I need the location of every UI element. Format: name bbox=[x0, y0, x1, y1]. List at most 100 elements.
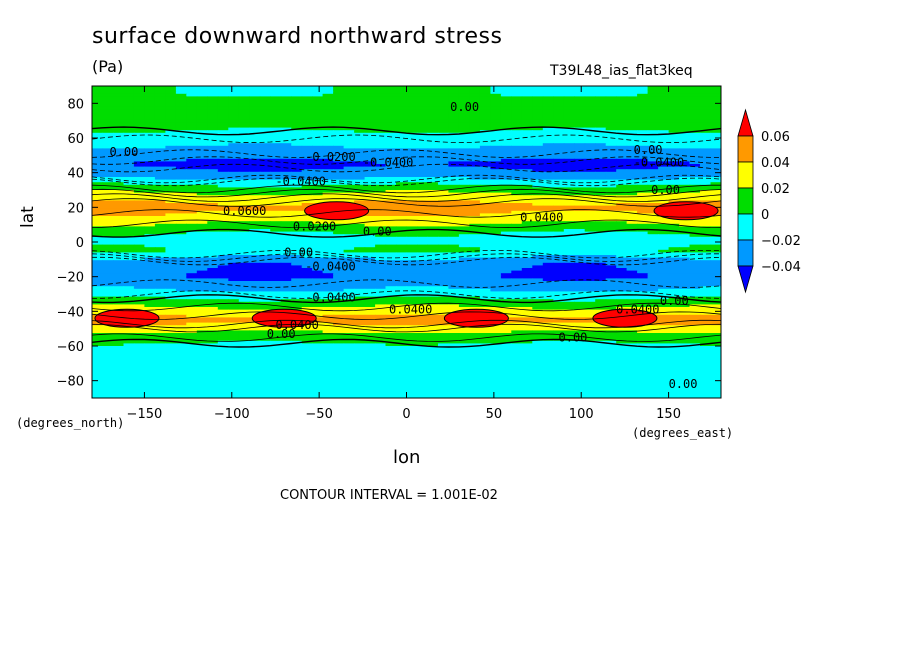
contour-cell bbox=[710, 109, 721, 113]
contour-cell bbox=[469, 239, 481, 243]
contour-cell bbox=[228, 273, 240, 277]
contour-cell bbox=[406, 184, 418, 188]
contour-cell bbox=[427, 145, 439, 149]
contour-cell bbox=[312, 275, 324, 279]
contour-cell bbox=[249, 273, 261, 277]
contour-cell bbox=[563, 291, 575, 295]
contour-cell bbox=[301, 273, 313, 277]
contour-cell bbox=[133, 174, 145, 178]
contour-cell bbox=[605, 296, 617, 300]
contour-cell bbox=[595, 112, 607, 116]
contour-cell bbox=[595, 234, 607, 238]
contour-cell bbox=[689, 161, 701, 165]
contour-cell bbox=[479, 200, 491, 204]
contour-cell bbox=[417, 174, 429, 178]
contour-cell bbox=[385, 86, 397, 90]
contour-cell bbox=[186, 231, 198, 235]
contour-cell bbox=[92, 275, 104, 279]
contour-cell bbox=[458, 143, 470, 147]
contour-cell bbox=[500, 169, 512, 173]
contour-cell bbox=[584, 104, 596, 108]
contour-cell bbox=[668, 91, 680, 95]
contour-cell bbox=[647, 213, 659, 217]
contour-cell bbox=[595, 161, 607, 165]
contour-cell bbox=[563, 164, 575, 168]
contour-cell bbox=[291, 109, 303, 113]
contour-cell bbox=[333, 99, 345, 103]
contour-cell bbox=[458, 265, 470, 269]
contour-cell bbox=[270, 86, 282, 90]
contour-cell bbox=[186, 192, 198, 196]
contour-cell bbox=[511, 143, 523, 147]
contour-cell bbox=[385, 216, 397, 220]
contour-cell bbox=[154, 236, 166, 240]
contour-cell bbox=[92, 166, 104, 170]
contour-cell bbox=[280, 145, 292, 149]
contour-cell bbox=[228, 236, 240, 240]
contour-cell bbox=[679, 125, 691, 129]
contour-cell bbox=[553, 101, 565, 105]
contour-cell bbox=[647, 299, 659, 303]
contour-cell bbox=[133, 244, 145, 248]
contour-cell bbox=[689, 291, 701, 295]
contour-cell bbox=[123, 106, 135, 110]
contour-cell bbox=[207, 140, 219, 144]
contour-cell bbox=[354, 195, 366, 199]
contour-cell bbox=[521, 101, 533, 105]
contour-cell bbox=[647, 166, 659, 170]
contour-cell bbox=[584, 130, 596, 134]
contour-cell bbox=[175, 229, 187, 233]
contour-cell bbox=[521, 171, 533, 175]
contour-cell bbox=[511, 151, 523, 155]
contour-cell bbox=[270, 101, 282, 105]
contour-cell bbox=[563, 156, 575, 160]
contour-cell bbox=[343, 96, 355, 100]
contour-cell bbox=[417, 184, 429, 188]
contour-cell bbox=[238, 265, 250, 269]
contour-cell bbox=[196, 213, 208, 217]
contour-cell bbox=[406, 239, 418, 243]
contour-cell bbox=[479, 101, 491, 105]
contour-cell bbox=[207, 86, 219, 90]
contour-cell bbox=[92, 265, 104, 269]
contour-cell bbox=[123, 109, 135, 113]
contour-cell bbox=[490, 179, 502, 183]
contour-cell bbox=[312, 236, 324, 240]
contour-cell bbox=[249, 268, 261, 272]
contour-cell bbox=[710, 104, 721, 108]
contour-cell bbox=[92, 86, 104, 90]
contour-cell bbox=[668, 106, 680, 110]
contour-cell bbox=[605, 210, 617, 214]
contour-cell bbox=[710, 283, 721, 287]
contour-cell bbox=[165, 135, 177, 139]
contour-cell bbox=[154, 252, 166, 256]
contour-cell bbox=[385, 106, 397, 110]
contour-cell bbox=[417, 164, 429, 168]
contour-cell bbox=[144, 164, 156, 168]
contour-cell bbox=[270, 187, 282, 191]
contour-cell bbox=[217, 234, 229, 238]
contour-cell bbox=[438, 262, 450, 266]
contour-cell bbox=[280, 182, 292, 186]
contour-cell bbox=[102, 239, 114, 243]
contour-cell bbox=[133, 273, 145, 277]
contour-cell bbox=[574, 91, 586, 95]
contour-cell bbox=[511, 229, 523, 233]
contour-cell bbox=[417, 208, 429, 212]
contour-cell bbox=[354, 296, 366, 300]
contour-cell bbox=[322, 249, 334, 253]
contour-cell bbox=[511, 135, 523, 139]
contour-cell bbox=[406, 234, 418, 238]
contour-cell bbox=[574, 132, 586, 136]
contour-cell bbox=[165, 140, 177, 144]
contour-cell bbox=[238, 242, 250, 246]
contour-cell bbox=[469, 130, 481, 134]
contour-cell bbox=[228, 88, 240, 92]
contour-cell bbox=[343, 296, 355, 300]
contour-cell bbox=[364, 145, 376, 149]
contour-cell bbox=[700, 164, 712, 168]
contour-cell bbox=[668, 125, 680, 129]
contour-cell bbox=[595, 216, 607, 220]
contour-cell bbox=[322, 153, 334, 157]
contour-cell bbox=[490, 114, 502, 118]
